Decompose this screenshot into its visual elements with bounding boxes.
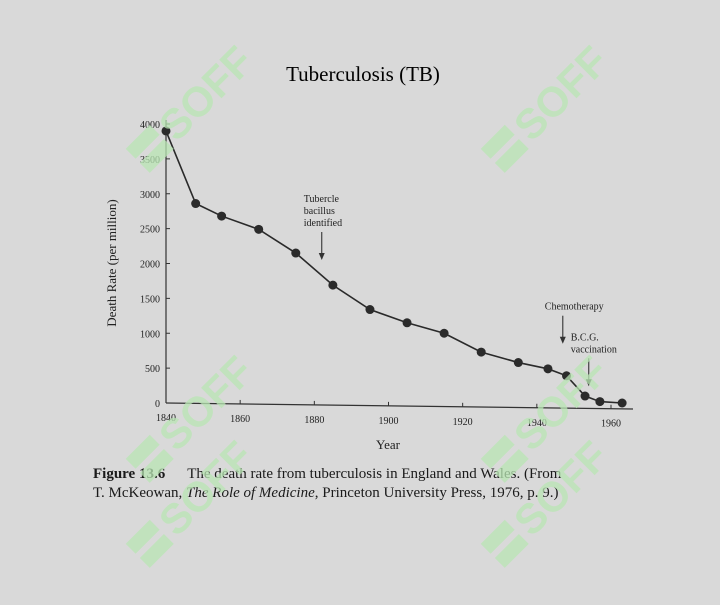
data-point — [217, 211, 227, 221]
data-point — [562, 371, 571, 381]
y-tick-label: 2000 — [140, 260, 160, 271]
x-tick-label: 1940 — [527, 418, 547, 429]
data-point — [476, 347, 486, 357]
x-axis-label: Year — [376, 437, 401, 452]
chart-series — [161, 126, 627, 408]
x-axis-line — [165, 402, 634, 410]
y-tick-label: 2500 — [140, 225, 160, 236]
data-point — [254, 224, 264, 234]
x-tick-label: 1920 — [453, 417, 473, 428]
annotation-text: vaccination — [571, 344, 617, 355]
slide-title: Tuberculosis (TB) — [286, 62, 440, 86]
data-point — [617, 398, 627, 408]
annotation-text: B.C.G. — [571, 332, 599, 343]
y-tick-label: 1500 — [140, 294, 160, 305]
x-tick-label: 1840 — [156, 413, 176, 424]
data-point — [402, 318, 412, 328]
x-tick-label: 1960 — [601, 419, 621, 430]
figure-caption: Figure 13.6 The death rate from tuberculo… — [93, 465, 693, 503]
caption-publisher: , Princeton University Press, 1976, p. 9… — [314, 485, 559, 501]
x-tick-label: 1880 — [304, 415, 324, 426]
chart-ticks: 0 500 1000 1500 2000 2500 3000 3500 4000 1840 1860… — [140, 120, 621, 430]
y-tick-label: 4000 — [140, 120, 160, 131]
data-point — [191, 199, 201, 209]
annotation-text: bacillus — [304, 206, 335, 217]
data-point — [543, 364, 553, 374]
data-point — [365, 305, 375, 315]
annotation-arrow-head — [585, 379, 592, 387]
data-point — [328, 280, 338, 290]
y-tick-label: 0 — [155, 399, 160, 410]
annotation: Chemotherapy — [545, 302, 604, 344]
tb-death-rate-chart: 0 500 1000 1500 2000 2500 3000 3500 4000 1840 1860… — [104, 120, 634, 452]
x-tick-label: 1860 — [230, 414, 250, 425]
data-point — [161, 126, 171, 136]
data-point — [513, 358, 523, 368]
y-tick-label: 500 — [145, 364, 160, 375]
annotation-arrow-head — [559, 336, 566, 344]
data-point — [595, 397, 605, 407]
data-point — [580, 391, 590, 401]
data-point — [439, 328, 449, 338]
y-axis-label: Death Rate (per million) — [104, 199, 119, 326]
y-tick-label: 1000 — [140, 329, 160, 340]
caption-line-1: The death rate from tuberculosis in Engl… — [187, 466, 562, 482]
y-tick-label: 3500 — [140, 155, 160, 166]
annotation-text: Tubercle — [304, 194, 340, 205]
figure-label: Figure 13.6 — [93, 466, 166, 482]
series-line — [165, 130, 623, 404]
annotation-arrow-head — [318, 253, 325, 261]
data-point — [291, 248, 301, 258]
x-tick-label: 1900 — [379, 416, 399, 427]
caption-book-title: The Role of Medicine — [186, 485, 315, 501]
annotation-text: identified — [304, 218, 342, 229]
caption-author: T. McKeowan, — [93, 485, 187, 501]
annotation: B.C.G.vaccination — [571, 332, 617, 387]
y-tick-label: 3000 — [140, 190, 160, 201]
chart-axes — [165, 120, 634, 410]
annotation-text: Chemotherapy — [545, 302, 604, 313]
